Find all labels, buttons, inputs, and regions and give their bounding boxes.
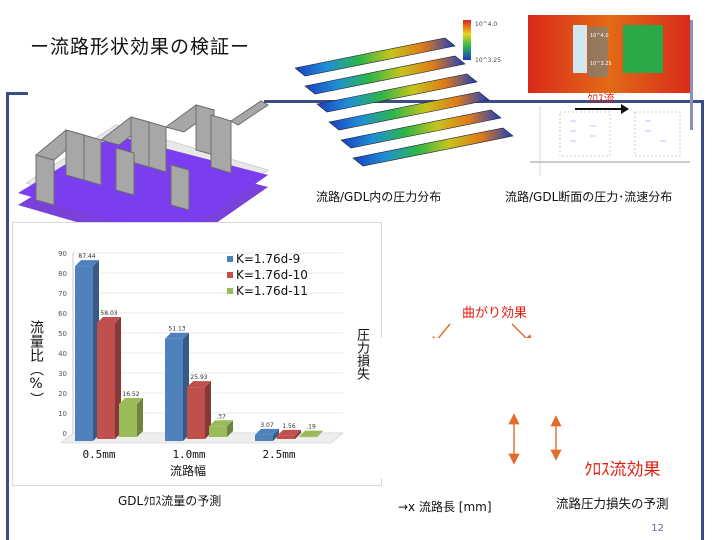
bar <box>299 436 317 438</box>
bar-top <box>165 332 189 339</box>
frame-right-line <box>701 100 704 540</box>
serpentine-channel-model <box>18 100 269 240</box>
pressure-loss-axis-label: 圧力損失 <box>354 328 369 380</box>
bar <box>97 322 115 439</box>
y-tick-label: 80 <box>58 270 67 278</box>
slide-title: ー流路形状効果の検証ー <box>30 36 251 58</box>
bar-side <box>273 428 279 441</box>
y-tick-label: 10 <box>58 410 67 418</box>
frame-left-line <box>6 92 9 540</box>
legend-swatch-series-2 <box>227 272 233 278</box>
velocity-vector-plot <box>530 106 690 176</box>
bar-data-label: 16.52 <box>122 391 139 398</box>
bar-data-label: .37 <box>216 413 226 420</box>
bar-data-label: 1.56 <box>282 423 296 430</box>
bar-side <box>227 420 233 437</box>
y-tick-label: 30 <box>58 370 67 378</box>
bar-data-label: 25.93 <box>190 374 207 381</box>
cross-section-caption: 流路/GDL断面の圧力･流速分布 <box>505 190 673 204</box>
bar <box>75 266 93 441</box>
bar <box>119 403 137 437</box>
chart-x-axis-title: 流路幅 <box>170 464 207 478</box>
frame-right-top-stub <box>690 20 693 130</box>
bar-side <box>205 381 211 439</box>
legend-item-series-3: K=1.76d-11 <box>227 283 308 299</box>
bend-effect-label: 曲がり効果 <box>462 306 528 321</box>
bar-top <box>209 420 233 427</box>
cross-section-pressure-figure: 10^4.0 10^3.25 <box>528 15 690 93</box>
x-tick-label: 0.5mm <box>82 448 115 461</box>
x-tick-label: 1.0mm <box>172 448 205 461</box>
cross-flow-label: ｸﾛｽ流 <box>587 92 615 105</box>
svg-text:10^3.25: 10^3.25 <box>590 61 612 67</box>
legend-label-series-3: K=1.76d-11 <box>236 284 308 298</box>
bar-top <box>97 316 121 323</box>
bar-top <box>277 429 301 436</box>
legend-swatch-series-3 <box>227 288 233 294</box>
bar-data-label: 3.07 <box>260 422 274 429</box>
legend-item-series-2: K=1.76d-10 <box>227 267 308 283</box>
cross-flow-arrowhead <box>621 104 629 114</box>
pressure-loss-x-axis-label: →x 流路長 [mm] <box>398 500 492 514</box>
bar-data-label: 58.03 <box>100 310 117 317</box>
bar-top <box>75 260 99 267</box>
bar-side <box>295 429 301 439</box>
pressure-loss-plot-area <box>380 338 680 478</box>
legend-swatch-series-1 <box>227 256 233 262</box>
y-tick-label: 70 <box>58 290 67 298</box>
bar-top <box>255 428 279 435</box>
y-tick-label: 20 <box>58 390 67 398</box>
bar-chart: 90 80 70 60 50 40 30 20 10 0 87.44 58.03 16.52 0.5mm 5… <box>58 250 344 461</box>
y-tick-label: 40 <box>58 350 67 358</box>
bar-chart-panel: 90 80 70 60 50 40 30 20 10 0 87.44 58.03 16.52 0.5mm 5… <box>12 222 382 486</box>
svg-text:10^4.0: 10^4.0 <box>475 21 497 28</box>
pressure-loss-caption: 流路圧力損失の予測 <box>556 496 669 511</box>
y-tick-label: 50 <box>58 330 67 338</box>
bar-data-label: .19 <box>306 424 316 431</box>
legend-label-series-2: K=1.76d-10 <box>236 268 308 282</box>
y-tick-label: 90 <box>58 250 67 258</box>
svg-text:10^3.25: 10^3.25 <box>475 57 501 64</box>
chart-legend: K=1.76d-9 K=1.76d-10 K=1.76d-11 <box>227 251 308 299</box>
cross-flow-arrow <box>575 108 625 110</box>
legend-label-series-1: K=1.76d-9 <box>236 252 301 266</box>
y-tick-label: 60 <box>58 310 67 318</box>
bar-top <box>187 381 211 388</box>
x-tick-label: 2.5mm <box>262 448 295 461</box>
frame-left-stub <box>6 92 28 95</box>
pressure-slices-figure: 10^4.0 10^3.25 <box>295 20 514 167</box>
y-tick-label: 0 <box>63 430 67 438</box>
bar <box>277 435 295 439</box>
page-number: 12 <box>651 523 664 534</box>
pressure-in-channel-caption: 流路/GDL内の圧力分布 <box>316 190 442 204</box>
bar-side <box>137 397 143 437</box>
bar-side <box>317 430 323 437</box>
legend-item-series-1: K=1.76d-9 <box>227 251 308 267</box>
bar-data-label: 87.44 <box>78 253 95 260</box>
bar <box>255 434 273 441</box>
bar-data-label: 51.13 <box>168 326 185 333</box>
bar <box>187 387 205 439</box>
bar-top <box>299 430 323 437</box>
svg-text:10^4.0: 10^4.0 <box>590 33 609 39</box>
chart-y-axis-title: 流量比（%） <box>28 320 44 406</box>
bar <box>209 426 227 437</box>
cross-flow-effect-label: ｸﾛｽ流効果 <box>584 460 661 480</box>
bar <box>165 338 183 441</box>
frame-top-line <box>264 100 704 103</box>
cross-flow-effect-arrows <box>508 413 562 465</box>
bar-top <box>119 397 143 404</box>
chart-caption: GDLｸﾛｽ流量の予測 <box>118 494 222 508</box>
